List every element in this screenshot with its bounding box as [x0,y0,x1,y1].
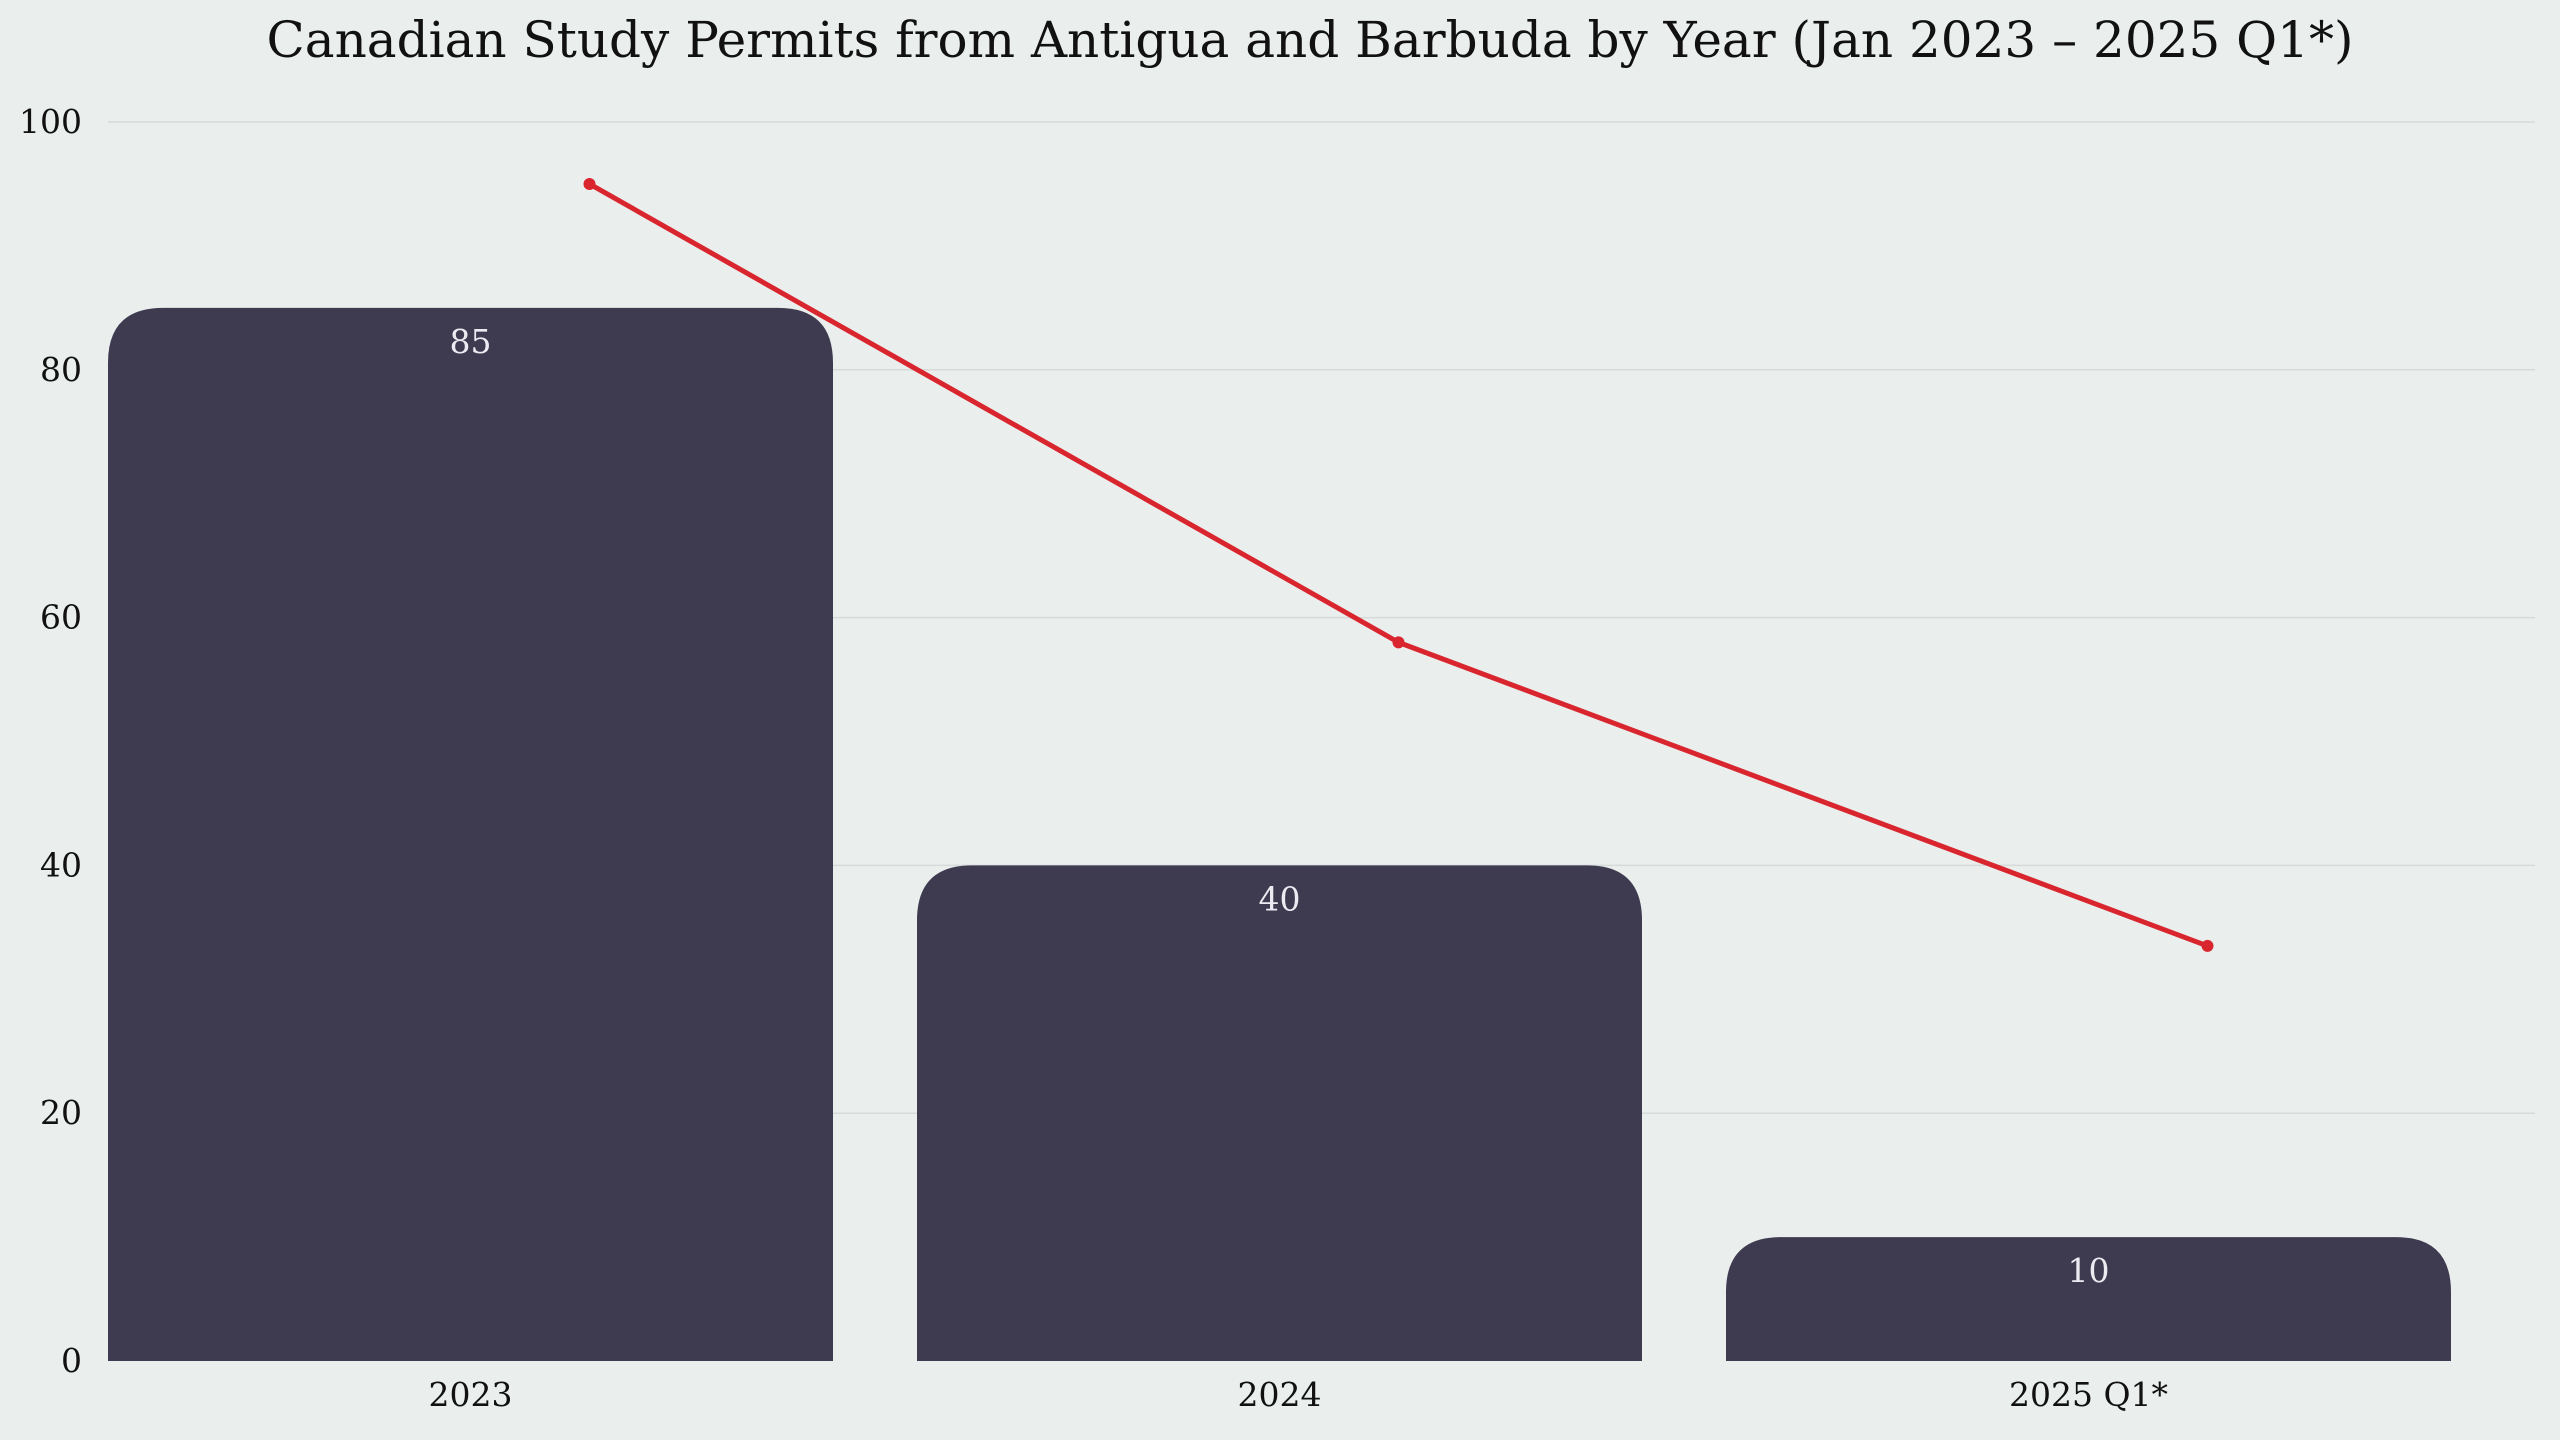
y-tick-label-20: 20 [40,1093,82,1132]
x-tick-label: 2024 [1238,1375,1322,1414]
x-axis: 2023 2024 2025 Q1* [429,1375,2169,1414]
y-tick-label-0: 0 [61,1341,82,1380]
y-tick-label-100: 100 [19,102,82,141]
bar-2025-q1- [1726,1237,2451,1361]
y-axis: 0 20 40 60 80 100 [19,102,82,1380]
x-tick-label: 2023 [429,1375,513,1414]
bar-2024 [917,865,1642,1361]
chart-title: Canadian Study Permits from Antigua and … [267,11,2354,69]
y-tick-label-40: 40 [40,845,82,884]
bar-value-label: 85 [450,322,492,361]
bars [108,307,2451,1362]
bar-2023 [108,307,833,1362]
trend-point-2025-q1- [2201,939,2214,952]
trend-point-2023 [583,177,596,190]
trend-point-2024 [1392,636,1405,649]
y-tick-label-80: 80 [40,350,82,389]
bar-value-label: 10 [2068,1251,2110,1290]
bar-value-label: 40 [1259,879,1301,918]
x-tick-label: 2025 Q1* [2009,1375,2168,1414]
y-tick-label-60: 60 [40,598,82,637]
trend-line-group [583,177,2214,952]
bar-labels: 85 40 10 [450,322,2110,1290]
